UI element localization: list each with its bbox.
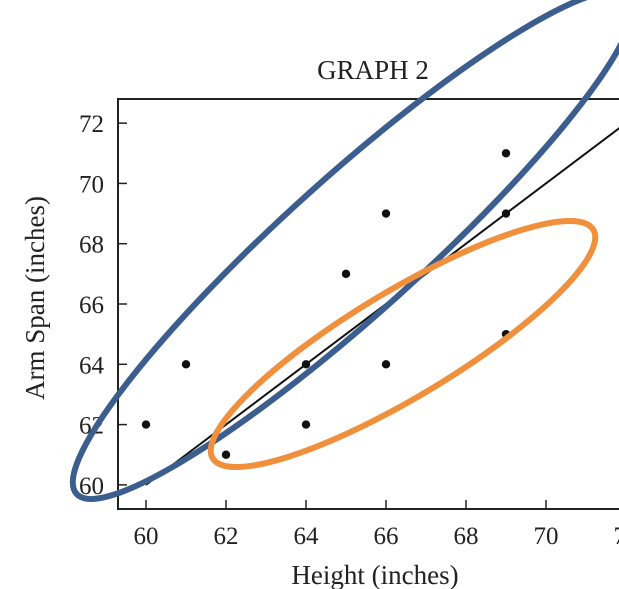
- y-tick-label: 72: [79, 111, 104, 138]
- x-tick-label: 62: [214, 523, 239, 550]
- y-tick-label: 64: [79, 352, 105, 379]
- x-axis-label: Height (inches): [291, 560, 458, 589]
- x-axis-ticks: 60 62 64 66 68 70 72: [134, 500, 619, 550]
- x-tick-label: 72: [614, 523, 619, 550]
- x-tick-label: 66: [374, 523, 399, 550]
- x-tick-label: 64: [294, 523, 320, 550]
- y-axis-label: Arm Span (inches): [20, 196, 50, 400]
- data-point: [301, 360, 311, 369]
- x-tick-label: 60: [134, 523, 159, 550]
- chart-title: GRAPH 2: [317, 55, 429, 85]
- y-tick-label: 66: [79, 292, 104, 319]
- y-tick-label: 68: [79, 232, 104, 259]
- y-tick-label: 70: [79, 171, 104, 198]
- x-tick-label: 68: [454, 523, 479, 550]
- data-point: [501, 149, 511, 158]
- data-point: [501, 209, 511, 218]
- data-points: [141, 149, 511, 459]
- ellipse-below-line: [207, 217, 599, 471]
- data-point: [181, 360, 191, 369]
- data-point: [381, 209, 391, 218]
- x-tick-label: 70: [534, 523, 559, 550]
- data-point: [381, 360, 391, 369]
- data-point: [221, 450, 231, 459]
- data-point: [341, 269, 351, 279]
- ellipse-above-line: [69, 0, 619, 502]
- data-point: [301, 420, 311, 429]
- annotation-ellipses: [69, 0, 619, 502]
- data-point: [141, 420, 151, 429]
